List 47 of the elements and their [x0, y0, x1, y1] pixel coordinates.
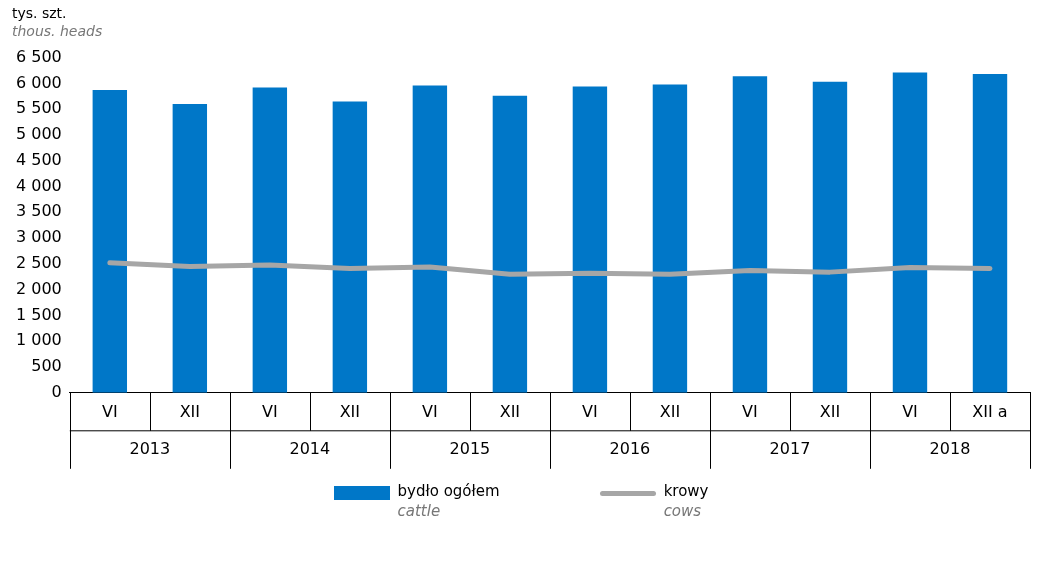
- bar: [92, 90, 128, 394]
- text: 2013: [129, 439, 171, 459]
- legend-label: krowy cows: [663, 482, 709, 522]
- y-tick-label: 4 000: [15, 176, 62, 196]
- x-tick-label: VI: [262, 401, 278, 421]
- x-tick-label: VI: [742, 401, 758, 421]
- y-tick-label: 6 500: [15, 47, 62, 67]
- y-tick-label: 3 500: [15, 201, 62, 221]
- x-tick-label: XII: [819, 401, 841, 421]
- y-tick-label: 4 500: [15, 150, 62, 170]
- x-tick-label: XII: [339, 401, 361, 421]
- bar: [652, 84, 688, 394]
- x-tick-label: VI: [101, 401, 118, 421]
- x-tick-label: VI: [902, 401, 918, 421]
- y-tick-label: 3 000: [15, 227, 62, 247]
- bar: [252, 87, 288, 394]
- x-tick-label: VI: [422, 401, 438, 421]
- x-tick-label: VI: [582, 401, 598, 421]
- bar: [732, 76, 768, 394]
- bar: [572, 86, 608, 394]
- y-tick-label: 5 500: [15, 98, 62, 118]
- y-axis-title: tys. szt. thous. heads: [12, 4, 104, 41]
- legend-label: bydło ogółem cattle: [397, 482, 500, 522]
- y-tick-label: 2 000: [15, 279, 62, 299]
- bar: [492, 96, 528, 394]
- y-tick-label: 6 000: [15, 72, 62, 92]
- bar: [972, 74, 1008, 394]
- y-tick-label: 500: [31, 356, 62, 376]
- bar: [332, 101, 368, 394]
- y-tick-label: 2 500: [15, 253, 62, 273]
- bar: [172, 104, 208, 394]
- text: 2014: [289, 439, 331, 459]
- y-tick-label: 1 500: [15, 304, 62, 324]
- x-tick-label: XII: [659, 401, 681, 421]
- text: 2016: [609, 439, 651, 459]
- y-tick-label: 1 000: [15, 330, 62, 350]
- x-tick-label: XII: [179, 401, 201, 421]
- bar: [412, 85, 448, 394]
- y-tick-label: 0: [51, 382, 62, 402]
- text: 2018: [929, 439, 971, 459]
- text: 2017: [769, 439, 811, 459]
- bar: [892, 72, 928, 394]
- y-tick-label: 5 000: [15, 124, 62, 144]
- x-tick-label: XII a: [972, 401, 1008, 421]
- bar: [812, 82, 848, 394]
- text: 2015: [449, 439, 491, 459]
- x-tick-label: XII: [499, 401, 521, 421]
